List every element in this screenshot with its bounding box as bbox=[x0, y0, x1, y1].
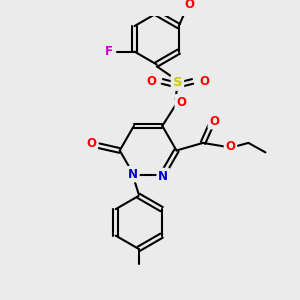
Text: N: N bbox=[158, 169, 168, 182]
Text: F: F bbox=[105, 45, 113, 58]
Text: O: O bbox=[225, 140, 236, 153]
Text: O: O bbox=[176, 96, 186, 109]
Text: O: O bbox=[209, 115, 219, 128]
Text: S: S bbox=[172, 76, 182, 89]
Text: O: O bbox=[184, 0, 194, 11]
Text: O: O bbox=[199, 75, 209, 88]
Text: O: O bbox=[86, 137, 96, 150]
Text: O: O bbox=[146, 75, 156, 88]
Text: N: N bbox=[128, 168, 138, 181]
